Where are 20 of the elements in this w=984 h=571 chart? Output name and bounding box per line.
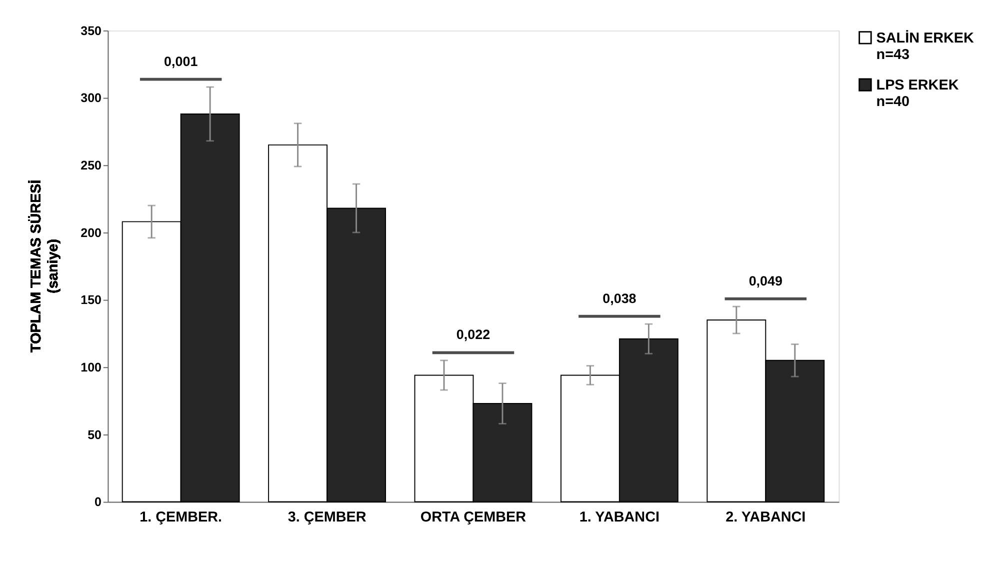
legend-label: LPS ERKEK n=40 (876, 78, 960, 110)
annotation: 0,038 (602, 290, 637, 306)
x-tick-label: 3. ÇEMBER (288, 510, 367, 526)
annotation: 0,001 (164, 54, 198, 69)
y-tick-label: 50 (88, 428, 102, 442)
y-tick-label: 350 (80, 24, 102, 38)
y-tick-label: 300 (80, 91, 102, 106)
x-tick-label: 1. ÇEMBER. (140, 510, 222, 526)
x-tick-label: 1. YABANCI (579, 510, 660, 526)
x-tick-label: 2. YABANCI (726, 510, 806, 526)
y-tick-label: 200 (80, 226, 102, 240)
y-tick-label: 150 (80, 293, 102, 308)
legend-label: SALİN ERKEK n=43 (876, 29, 975, 63)
y-tick-label: 0 (94, 495, 102, 510)
y-tick-label: 250 (80, 158, 102, 172)
y-axis-title: TOPLAM TEMAS SÜRESİ (saniye) (27, 180, 62, 352)
x-tick-label: ORTA ÇEMBER (420, 510, 527, 526)
annotation: 0,049 (748, 273, 782, 288)
y-tick-label: 100 (80, 360, 102, 374)
annotation: 0,022 (456, 327, 490, 342)
